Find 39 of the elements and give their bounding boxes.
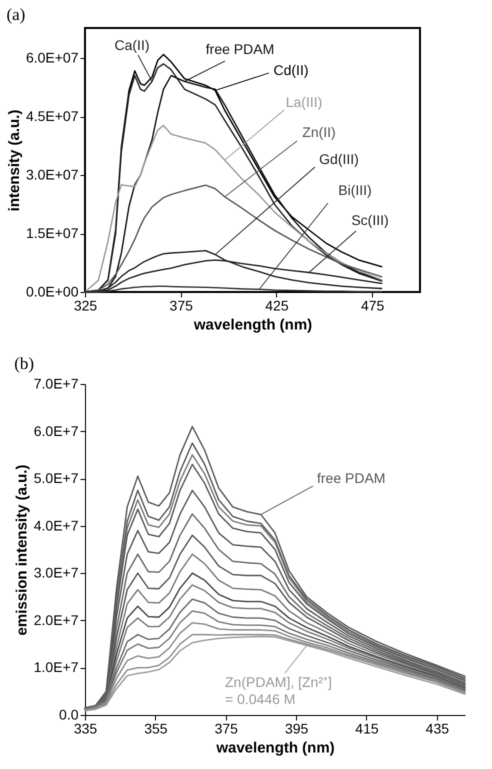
- text: free PDAM: [317, 470, 386, 486]
- y-axis-title: emission intensity (a.u.): [14, 464, 31, 636]
- y-tick-label: 1.5E+07: [26, 225, 79, 242]
- x-axis-title: wavelength (nm): [215, 740, 335, 756]
- y-tick-label: 4.5E+07: [26, 108, 79, 124]
- x-tick-label: 415: [355, 720, 379, 736]
- x-tick-label: 375: [214, 720, 238, 736]
- x-axis-title: wavelength (nm): [192, 316, 312, 334]
- x-tick-label: 355: [144, 720, 168, 736]
- text: Zn(II): [302, 124, 336, 140]
- y-tick-label: 5.0E+7: [34, 470, 79, 486]
- x-tick-label: 435: [426, 720, 450, 736]
- y-tick-label: 4.0E+7: [34, 517, 79, 534]
- x-tick-label: 475: [360, 298, 385, 314]
- legend-label: Zn(PDAM], [Zn²⁺] = 0.0446 M: [225, 674, 332, 707]
- text: Sc(III): [351, 212, 389, 228]
- y-axis-title: intensity (a.u.): [6, 110, 23, 212]
- y-tick-label: 0.0E+00: [26, 284, 79, 300]
- text: Gd(III): [319, 151, 359, 167]
- y-tick-label: 0.0: [59, 706, 79, 722]
- y-tick-label: 1.0E+7: [34, 659, 79, 676]
- x-tick-label: 325: [74, 298, 98, 314]
- y-tick-label: 7.0E+7: [34, 376, 79, 392]
- y-tick-label: 2.0E+7: [34, 612, 79, 628]
- text: Bi(III): [338, 182, 372, 198]
- y-tick-label: 3.0E+7: [34, 564, 79, 581]
- text: Cd(II): [274, 62, 308, 78]
- x-tick-label: 335: [74, 720, 98, 736]
- y-tick-label: 3.0E+07: [26, 166, 79, 183]
- x-tick-label: 395: [284, 720, 309, 736]
- text: free PDAM: [206, 41, 274, 57]
- chart-title: (b): [14, 354, 34, 373]
- y-tick-label: 6.0E+7: [34, 422, 79, 439]
- x-tick-label: 375: [170, 298, 194, 314]
- chart-title: (a): [6, 5, 26, 24]
- x-tick-label: 425: [265, 298, 289, 314]
- text: La(III): [286, 94, 322, 110]
- series-label: Ca(II): [114, 37, 150, 53]
- y-tick-label: 6.0E+07: [26, 50, 79, 66]
